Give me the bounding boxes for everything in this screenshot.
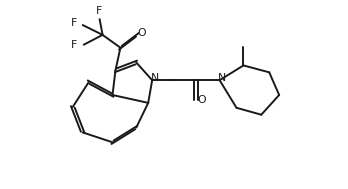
Text: N: N	[218, 73, 226, 83]
Text: O: O	[137, 28, 145, 38]
Text: N: N	[151, 73, 159, 83]
Text: O: O	[197, 95, 206, 105]
Text: F: F	[71, 18, 77, 28]
Text: F: F	[71, 40, 77, 50]
Text: F: F	[95, 6, 102, 16]
